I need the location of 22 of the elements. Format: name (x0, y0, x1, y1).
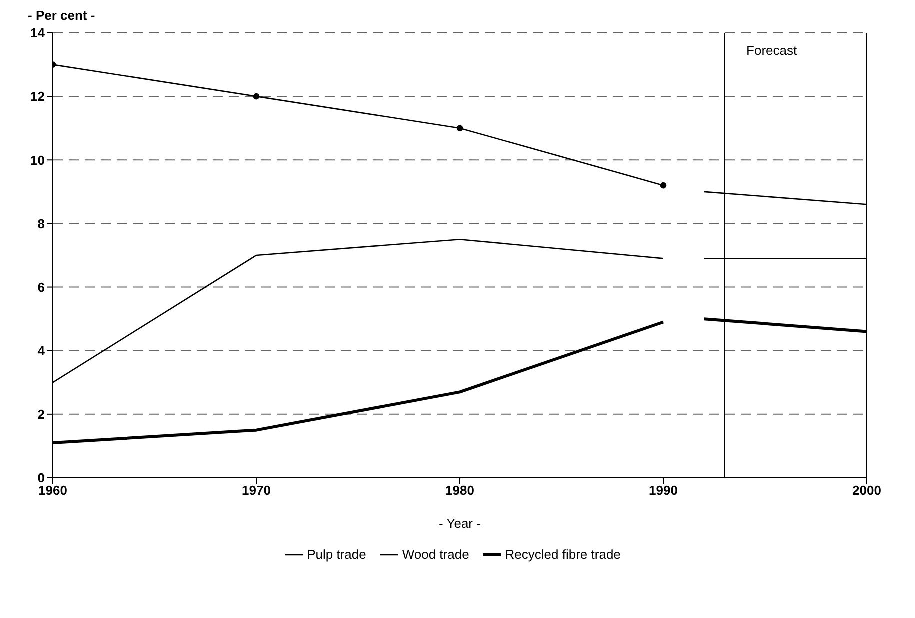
y-tick-label: 10 (30, 152, 45, 168)
y-tick-label: 0 (38, 470, 45, 486)
legend-label: Pulp trade (306, 547, 366, 562)
point (253, 93, 260, 100)
x-tick-label: 1980 (446, 483, 474, 498)
y-tick-label: 14 (30, 26, 46, 41)
y-tick-label: 12 (30, 89, 45, 104)
x-axis-title: - Year - (439, 516, 481, 531)
x-tick-label: 1970 (242, 483, 271, 498)
y-tick-label: 8 (38, 216, 45, 232)
legend-label: Wood trade (401, 547, 470, 562)
point (660, 182, 667, 189)
y-tick-label: 6 (38, 280, 45, 295)
x-tick-label: 1990 (649, 483, 678, 498)
y-tick-label: 2 (38, 407, 45, 422)
ref-line-label: Forecast (746, 43, 798, 58)
x-tick-label: 1960 (38, 483, 68, 498)
y-tick-label: 4 (38, 343, 46, 358)
x-tick-label: 2000 (852, 483, 882, 498)
legend-label: Recycled fibre trade (504, 547, 621, 562)
y-axis-title: - Per cent - (27, 8, 96, 23)
point (456, 125, 464, 132)
